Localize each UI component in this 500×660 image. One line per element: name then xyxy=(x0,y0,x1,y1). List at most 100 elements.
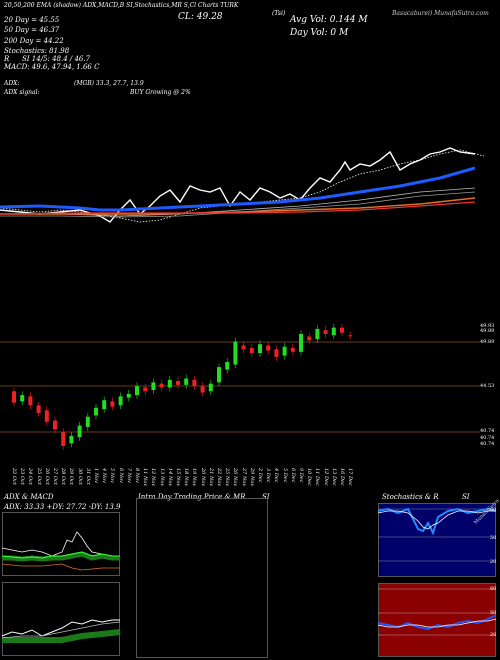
candle-body xyxy=(266,345,271,351)
candle-body xyxy=(208,383,213,392)
sma50-label: 50 Day = 46.37 xyxy=(4,26,60,34)
price-level-3: 44.53 xyxy=(480,383,495,389)
adx-macd-title: ADX & MACD xyxy=(4,493,54,501)
date-label: 30 Oct xyxy=(76,468,83,485)
close-label: CL: 49.28 xyxy=(178,12,223,22)
date-label: 9 Dec xyxy=(298,468,304,483)
stoch-level-80: 80 xyxy=(490,507,497,513)
intraday-panel xyxy=(136,498,268,658)
adx-value: (MGB) 33.3, 27.7, 13.9 xyxy=(74,80,144,87)
candle-body xyxy=(118,396,123,406)
adx-signal-label: ADX signal: xyxy=(4,89,40,96)
date-label: 16 Dec xyxy=(339,468,345,486)
date-label: 12 Dec xyxy=(322,468,329,486)
date-label: 5 Nov xyxy=(109,468,116,483)
candle-body xyxy=(36,405,41,413)
candle-body xyxy=(282,346,287,356)
ma-white-line xyxy=(0,147,476,223)
date-label: 27 Nov xyxy=(240,468,247,487)
date-label: 5 Dec xyxy=(281,468,288,483)
adx-signal-value: BUY Growing @ 2% xyxy=(130,89,191,96)
price-level-0: 49.93 xyxy=(480,323,495,329)
date-label: 8 Nov xyxy=(134,468,140,483)
candle-body xyxy=(44,410,49,422)
rsi-level-20: 20 xyxy=(490,632,497,638)
candle-body xyxy=(135,386,139,396)
chart-title: 20,50,200 EMA (shadow) ADX,MACD,B SI,Sto… xyxy=(4,2,239,9)
candlestick-chart xyxy=(0,323,480,450)
site-label[interactable]: Basucaburei) MunafaSutra.com xyxy=(392,10,489,17)
candle-body xyxy=(53,420,57,430)
candle-body xyxy=(143,387,148,392)
price-level-4: 40.74 xyxy=(480,428,495,434)
ma-red-line xyxy=(0,201,476,215)
date-label: 13 Dec xyxy=(330,468,337,486)
date-label: 27 Oct xyxy=(52,468,58,485)
candle-body xyxy=(176,381,180,385)
avg-vol-label: Avg Vol: 0.144 M xyxy=(290,15,368,25)
stoch-level-50: 50 xyxy=(490,535,497,541)
rsi-label: SI 14/5: 48.4 / 46.7 xyxy=(22,55,91,63)
date-label: 6 Dec xyxy=(289,468,296,483)
candle-body xyxy=(241,345,246,350)
date-label: 22 Nov xyxy=(216,468,222,487)
candle-body xyxy=(110,401,115,407)
stoch-level-20: 20 xyxy=(490,559,497,565)
candle-body xyxy=(192,379,197,387)
rsi-level-50: 50 xyxy=(490,610,497,616)
macd-panel xyxy=(2,582,120,656)
candle-body xyxy=(348,335,353,337)
price-level-5: 40.74 xyxy=(480,435,495,441)
candle-body xyxy=(102,400,107,410)
date-label: 4 Nov xyxy=(101,468,108,483)
date-label: 21 Nov xyxy=(207,468,214,487)
macd-label: MACD: 49.6, 47.94, 1.66 C xyxy=(4,63,100,71)
candle-body xyxy=(217,367,221,383)
date-label: 18 Nov xyxy=(183,468,190,487)
date-label: 7 Nov xyxy=(125,468,132,483)
date-label: 31 Oct xyxy=(84,468,91,485)
candle-body xyxy=(85,416,90,427)
candle-body xyxy=(61,432,66,446)
date-label: 19 Nov xyxy=(191,468,198,487)
sma200-label: 200 Day = 44.22 xyxy=(4,37,64,45)
candle-body xyxy=(307,336,312,341)
candle-body xyxy=(233,341,238,365)
date-label: 26 Nov xyxy=(232,468,239,487)
date-label: 14 Nov xyxy=(166,468,173,487)
date-label: 12 Nov xyxy=(150,468,157,487)
candle-body xyxy=(274,349,279,357)
date-label: 11 Nov xyxy=(142,468,149,487)
stochastics-label: Stochastics: 81.98 xyxy=(4,47,70,55)
stochastics-panel xyxy=(378,503,496,577)
intraday-title: Intra Day Trading Price & MR xyxy=(138,493,246,501)
macd-lines xyxy=(1,619,121,643)
date-label: 20 Nov xyxy=(199,468,206,487)
adx-values: ADX: 33.33 +DY: 27.72 -DY: 13.9 xyxy=(4,503,121,511)
price-level-2: 49.89 xyxy=(480,339,495,345)
candle-body xyxy=(258,344,262,354)
candle-body xyxy=(69,435,74,444)
candle-body xyxy=(167,379,172,388)
sma20-label: 20 Day = 45.55 xyxy=(4,16,60,24)
date-label: 17 Dec xyxy=(347,468,354,486)
candle-body xyxy=(225,362,230,370)
date-label: 28 Oct xyxy=(60,468,67,485)
date-label: 1 Nov xyxy=(93,468,99,483)
date-label: 25 Oct xyxy=(35,468,42,485)
stochastics-si: SI xyxy=(462,493,470,501)
rsi-lines xyxy=(377,588,497,636)
candle-body xyxy=(200,386,205,393)
stochastics-lines xyxy=(377,507,497,562)
adx-lines xyxy=(1,531,121,571)
candle-body xyxy=(94,407,98,416)
date-label: 13 Nov xyxy=(158,468,165,487)
date-label: 24 Oct xyxy=(27,468,34,485)
date-label: 15 Nov xyxy=(175,468,181,487)
date-label: 10 Dec xyxy=(306,468,313,486)
stochastics-title: Stochastics & R xyxy=(382,493,439,501)
date-label: 29 Oct xyxy=(68,468,75,485)
candle-body xyxy=(249,348,254,354)
candle-body xyxy=(323,330,328,334)
candle-body xyxy=(299,334,303,352)
